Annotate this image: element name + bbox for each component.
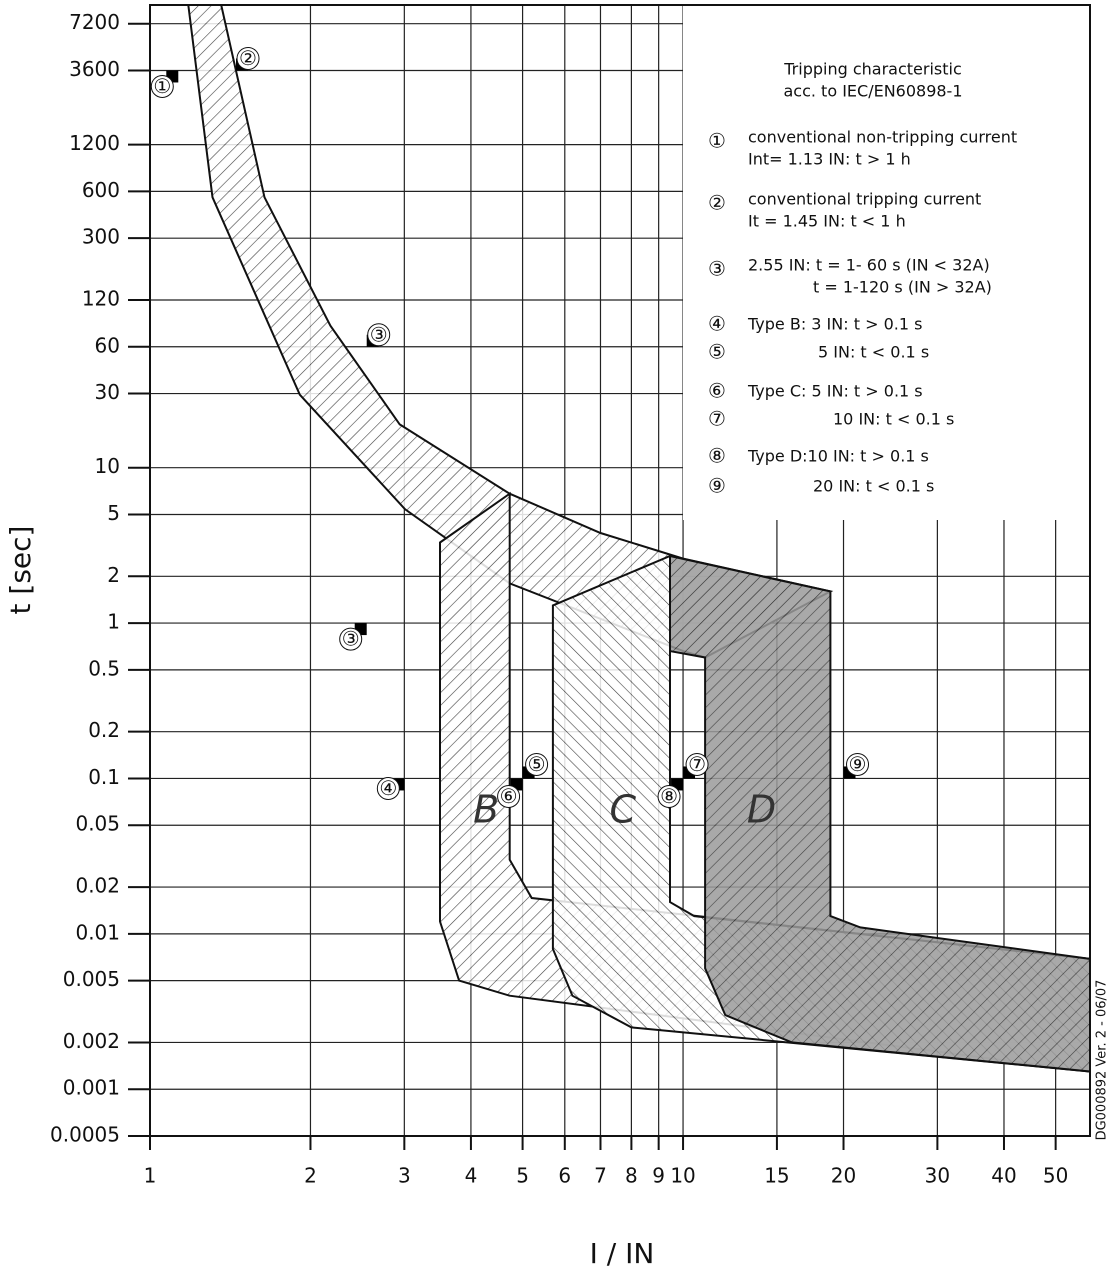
legend-text: 20 IN: t < 0.1 s — [813, 477, 934, 496]
legend-title: Tripping characteristic — [783, 60, 962, 79]
y-tick-label: 120 — [82, 287, 120, 311]
marker-label: ③ — [342, 627, 360, 651]
legend-text: t = 1-120 s (IN > 32A) — [813, 278, 992, 297]
marker-label: ④ — [379, 776, 397, 800]
legend-text: Type D:10 IN: t > 0.1 s — [747, 447, 929, 466]
marker-circle — [846, 752, 870, 776]
marker-label: ③ — [370, 322, 388, 346]
y-axis-label: t [sec] — [4, 526, 37, 615]
legend-text: Type C: 5 IN: t > 0.1 s — [747, 382, 923, 401]
y-tick-label: 2 — [107, 563, 120, 587]
region-label: C — [609, 788, 636, 832]
legend-marker: ⑦ — [708, 407, 726, 431]
legend-marker: ⑥ — [708, 379, 726, 403]
x-tick-label: 7 — [594, 1164, 607, 1188]
legend-text: It = 1.45 IN: t < 1 h — [748, 212, 906, 231]
y-tick-label: 5 — [107, 501, 120, 525]
y-tick-label: 0.2 — [88, 718, 120, 742]
x-tick-label: 5 — [516, 1164, 529, 1188]
legend-title: acc. to IEC/EN60898-1 — [783, 82, 962, 101]
marker-label: ⑤ — [528, 752, 546, 776]
region-label: B — [473, 788, 499, 832]
x-tick-label: 8 — [625, 1164, 638, 1188]
y-tick-label: 0.1 — [88, 765, 120, 789]
marker-label: ⑦ — [688, 752, 706, 776]
marker-label: ⑨ — [849, 752, 867, 776]
legend-text: Int= 1.13 IN: t > 1 h — [748, 150, 911, 169]
y-tick-label: 0.005 — [63, 967, 120, 991]
x-tick-label: 10 — [670, 1164, 695, 1188]
legend-marker: ③ — [708, 257, 726, 281]
x-tick-label: 30 — [925, 1164, 950, 1188]
x-tick-label: 1 — [144, 1164, 157, 1188]
y-tick-label: 0.01 — [75, 920, 120, 944]
marker-circle — [339, 627, 363, 651]
y-tick-label: 30 — [95, 380, 120, 404]
marker-label: ⑥ — [500, 784, 518, 808]
plot-frame — [149, 4, 1091, 1137]
marker-label: ⑧ — [660, 784, 678, 808]
marker-circle — [376, 776, 400, 800]
foreground: 7200360012006003001206030105210.50.20.10… — [50, 10, 1068, 1187]
x-axis-label: I / IN — [590, 1237, 655, 1270]
marker-circle — [525, 752, 549, 776]
legend-marker: ⑨ — [708, 474, 726, 498]
y-tick-label: 0.001 — [63, 1076, 120, 1100]
y-tick-label: 7200 — [69, 10, 120, 34]
x-tick-label: 2 — [304, 1164, 317, 1188]
marker-label: ② — [239, 46, 257, 70]
legend-marker: ① — [708, 129, 726, 153]
marker-circle — [367, 323, 391, 347]
x-tick-label: 40 — [991, 1164, 1016, 1188]
legend-text: conventional tripping current — [748, 190, 981, 209]
legend-text: Type B: 3 IN: t > 0.1 s — [747, 315, 922, 334]
legend-text: 5 IN: t < 0.1 s — [818, 343, 929, 362]
y-tick-label: 1 — [107, 610, 120, 634]
bands — [187, 4, 1091, 1073]
x-tick-label: 4 — [465, 1164, 478, 1188]
legend-text: conventional non-tripping current — [748, 128, 1017, 147]
marker-circle — [236, 46, 260, 70]
region-label: D — [747, 788, 776, 832]
legend-text: 10 IN: t < 0.1 s — [833, 410, 954, 429]
y-tick-label: 60 — [95, 333, 120, 357]
y-tick-label: 3600 — [69, 57, 120, 81]
side-note: DG000892 Ver. 2 - 06/07 — [1095, 980, 1110, 1141]
y-tick-label: 0.002 — [63, 1029, 120, 1053]
y-tick-label: 0.0005 — [50, 1123, 120, 1147]
x-tick-label: 15 — [764, 1164, 789, 1188]
y-tick-label: 0.02 — [75, 874, 120, 898]
x-tick-label: 3 — [398, 1164, 411, 1188]
marker-circle — [657, 784, 681, 808]
x-tick-label: 20 — [831, 1164, 856, 1188]
y-tick-label: 0.5 — [88, 656, 120, 680]
y-tick-label: 600 — [82, 178, 120, 202]
x-tick-label: 50 — [1043, 1164, 1068, 1188]
legend-marker: ⑧ — [708, 444, 726, 468]
legend-marker: ⑤ — [708, 340, 726, 364]
y-tick-label: 300 — [82, 225, 120, 249]
marker-label: ① — [153, 74, 171, 98]
marker-circle — [150, 74, 174, 98]
legend-marker: ④ — [708, 312, 726, 336]
legend-box — [683, 5, 1090, 520]
x-tick-label: 9 — [652, 1164, 665, 1188]
marker-circle — [497, 784, 521, 808]
y-tick-label: 10 — [95, 454, 120, 478]
x-tick-label: 6 — [558, 1164, 571, 1188]
legend-marker: ② — [708, 191, 726, 215]
y-tick-label: 0.05 — [75, 812, 120, 836]
marker-circle — [685, 752, 709, 776]
band — [669, 554, 1091, 1073]
y-tick-label: 1200 — [69, 131, 120, 155]
legend-text: 2.55 IN: t = 1- 60 s (IN < 32A) — [748, 256, 990, 275]
